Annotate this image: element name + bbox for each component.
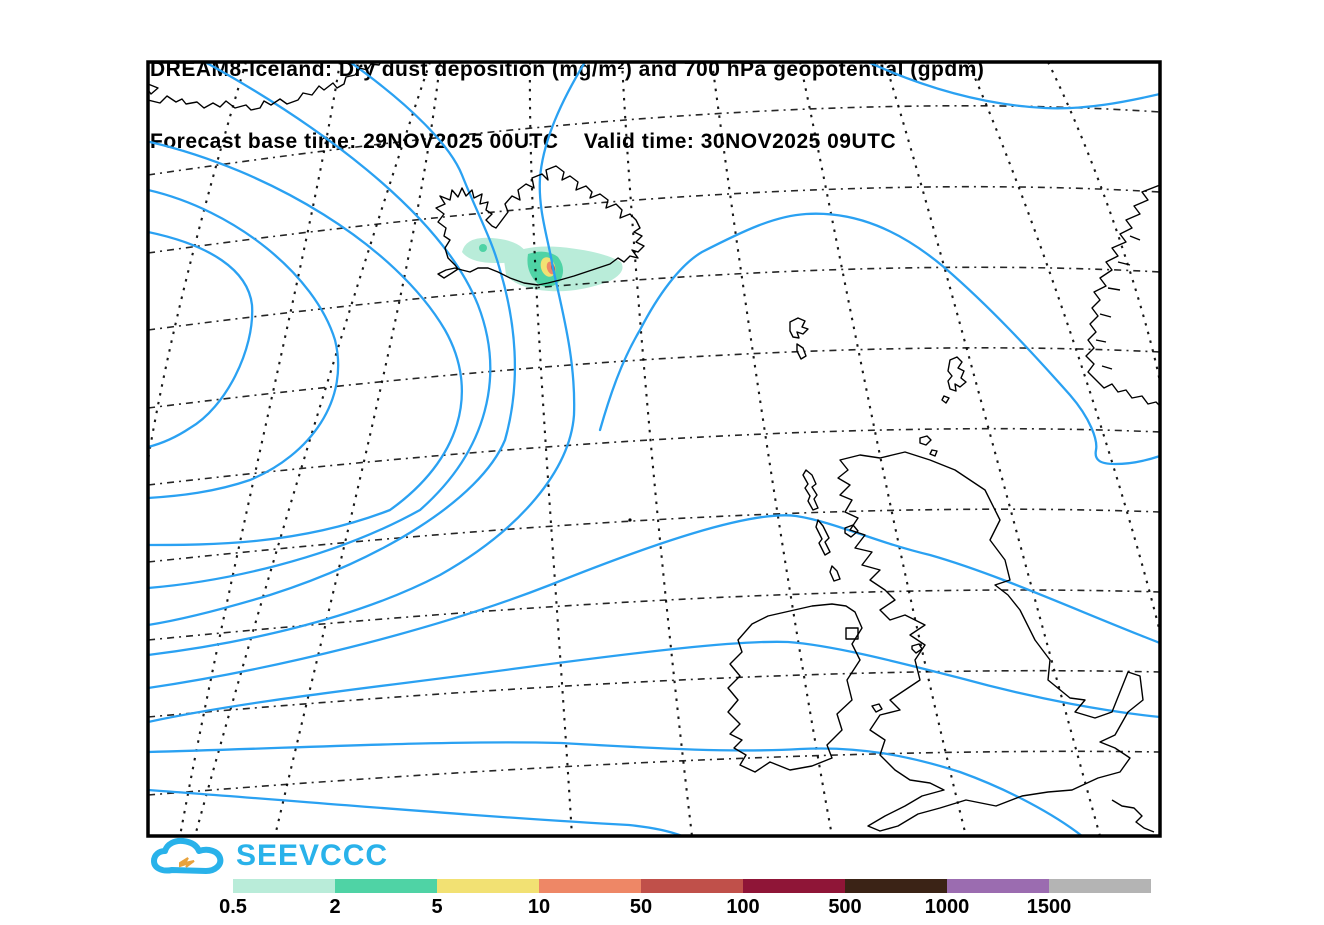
legend-tick-label: 5 bbox=[431, 896, 443, 918]
graticule-meridians bbox=[148, 62, 1160, 836]
map-border bbox=[146, 60, 1162, 838]
legend-swatch bbox=[233, 879, 335, 893]
isle-of-man bbox=[911, 643, 923, 654]
geopotential-contours bbox=[148, 62, 1160, 836]
legend-segment: 1500 bbox=[1027, 879, 1151, 918]
outer-hebrides bbox=[802, 469, 841, 582]
lough-neagh bbox=[845, 627, 859, 640]
legend-swatch bbox=[845, 879, 947, 893]
faroe-islands bbox=[789, 317, 809, 360]
legend-swatch bbox=[437, 879, 539, 893]
cloud-icon bbox=[151, 837, 224, 874]
legend-tick-label: 2 bbox=[329, 896, 341, 918]
small-islet bbox=[628, 518, 632, 522]
greenland-coast bbox=[148, 62, 382, 111]
legend-swatch bbox=[1049, 879, 1151, 893]
france-coast bbox=[1111, 799, 1155, 833]
legend-segment: 10 bbox=[528, 879, 641, 918]
dust-deposition-shading bbox=[462, 237, 623, 292]
legend-swatch bbox=[641, 879, 743, 893]
legend-tick-label: 10 bbox=[527, 896, 551, 918]
legend-segment: 50 bbox=[630, 879, 743, 918]
norway-fjord-marks bbox=[1095, 235, 1141, 370]
legend-tick-label: 1000 bbox=[924, 896, 970, 918]
legend-segment: 100 bbox=[726, 879, 845, 918]
deposition-legend: 0.5 2 5 10 50 100 500 1000 1500 bbox=[219, 879, 1151, 918]
great-britain-coast bbox=[837, 451, 1144, 832]
legend-tick-label: 500 bbox=[828, 896, 862, 918]
legend-swatch bbox=[947, 879, 1049, 893]
legend-segment: 2 bbox=[329, 879, 437, 918]
isle-of-skye bbox=[844, 524, 859, 538]
norway-coast bbox=[1085, 184, 1160, 407]
legend-swatch bbox=[335, 879, 437, 893]
legend-tick-label: 50 bbox=[629, 896, 653, 918]
shetland-islands bbox=[941, 356, 967, 404]
legend-segment: 500 bbox=[828, 879, 947, 918]
iceland-coast bbox=[435, 165, 645, 286]
ireland-coast bbox=[727, 603, 863, 773]
seevccc-logo: SEEVCCC bbox=[150, 836, 410, 878]
legend-swatch bbox=[539, 879, 641, 893]
anglesey bbox=[871, 703, 883, 713]
map-subtitle: Forecast base time: 29NOV2025 00UTC Vali… bbox=[150, 130, 897, 153]
legend-segment: 5 bbox=[431, 879, 539, 918]
legend-swatch bbox=[743, 879, 845, 893]
orkney-islands bbox=[919, 435, 938, 457]
coastlines bbox=[148, 62, 1160, 833]
seevccc-logo-text: SEEVCCC bbox=[236, 839, 389, 872]
legend-tick-label: 1500 bbox=[1026, 896, 1072, 918]
legend-segment: 1000 bbox=[925, 879, 1049, 918]
legend-tick-label: 0.5 bbox=[219, 896, 247, 918]
legend-tick-label: 100 bbox=[726, 896, 760, 918]
legend-segment: 0.5 bbox=[219, 879, 335, 918]
